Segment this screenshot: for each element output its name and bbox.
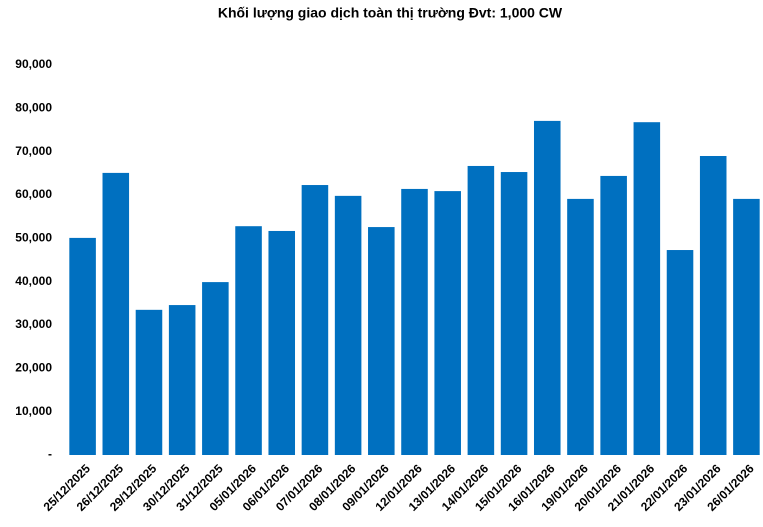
y-tick-label: - [48,447,52,461]
y-tick-label: 20,000 [15,361,52,375]
bar [467,165,495,455]
y-tick-label: 30,000 [15,317,52,331]
bar [368,227,395,455]
y-tick-label: 70,000 [15,144,52,158]
bar [334,195,362,455]
bar [699,156,727,455]
chart-title: Khối lượng giao dịch toàn thị trường Đvt… [218,5,563,21]
bar [235,226,262,455]
bar [69,237,96,455]
y-tick-label: 50,000 [15,231,52,245]
bar [533,120,561,456]
y-tick-label: 10,000 [15,404,52,418]
bar [168,305,196,455]
y-tick-label: 80,000 [15,101,52,115]
bar [135,309,163,455]
y-tick-label: 40,000 [15,274,52,288]
bar [301,185,329,456]
bar [102,172,130,455]
bar [268,230,296,455]
bar [567,198,594,455]
bar [434,191,461,455]
bar [633,122,661,455]
y-tick-label: 90,000 [15,57,52,71]
bar [202,282,229,455]
bar [600,175,627,455]
y-tick-label: 60,000 [15,187,52,201]
bar [666,250,694,455]
bar [401,188,428,455]
bar [500,172,528,456]
bar [733,198,760,455]
